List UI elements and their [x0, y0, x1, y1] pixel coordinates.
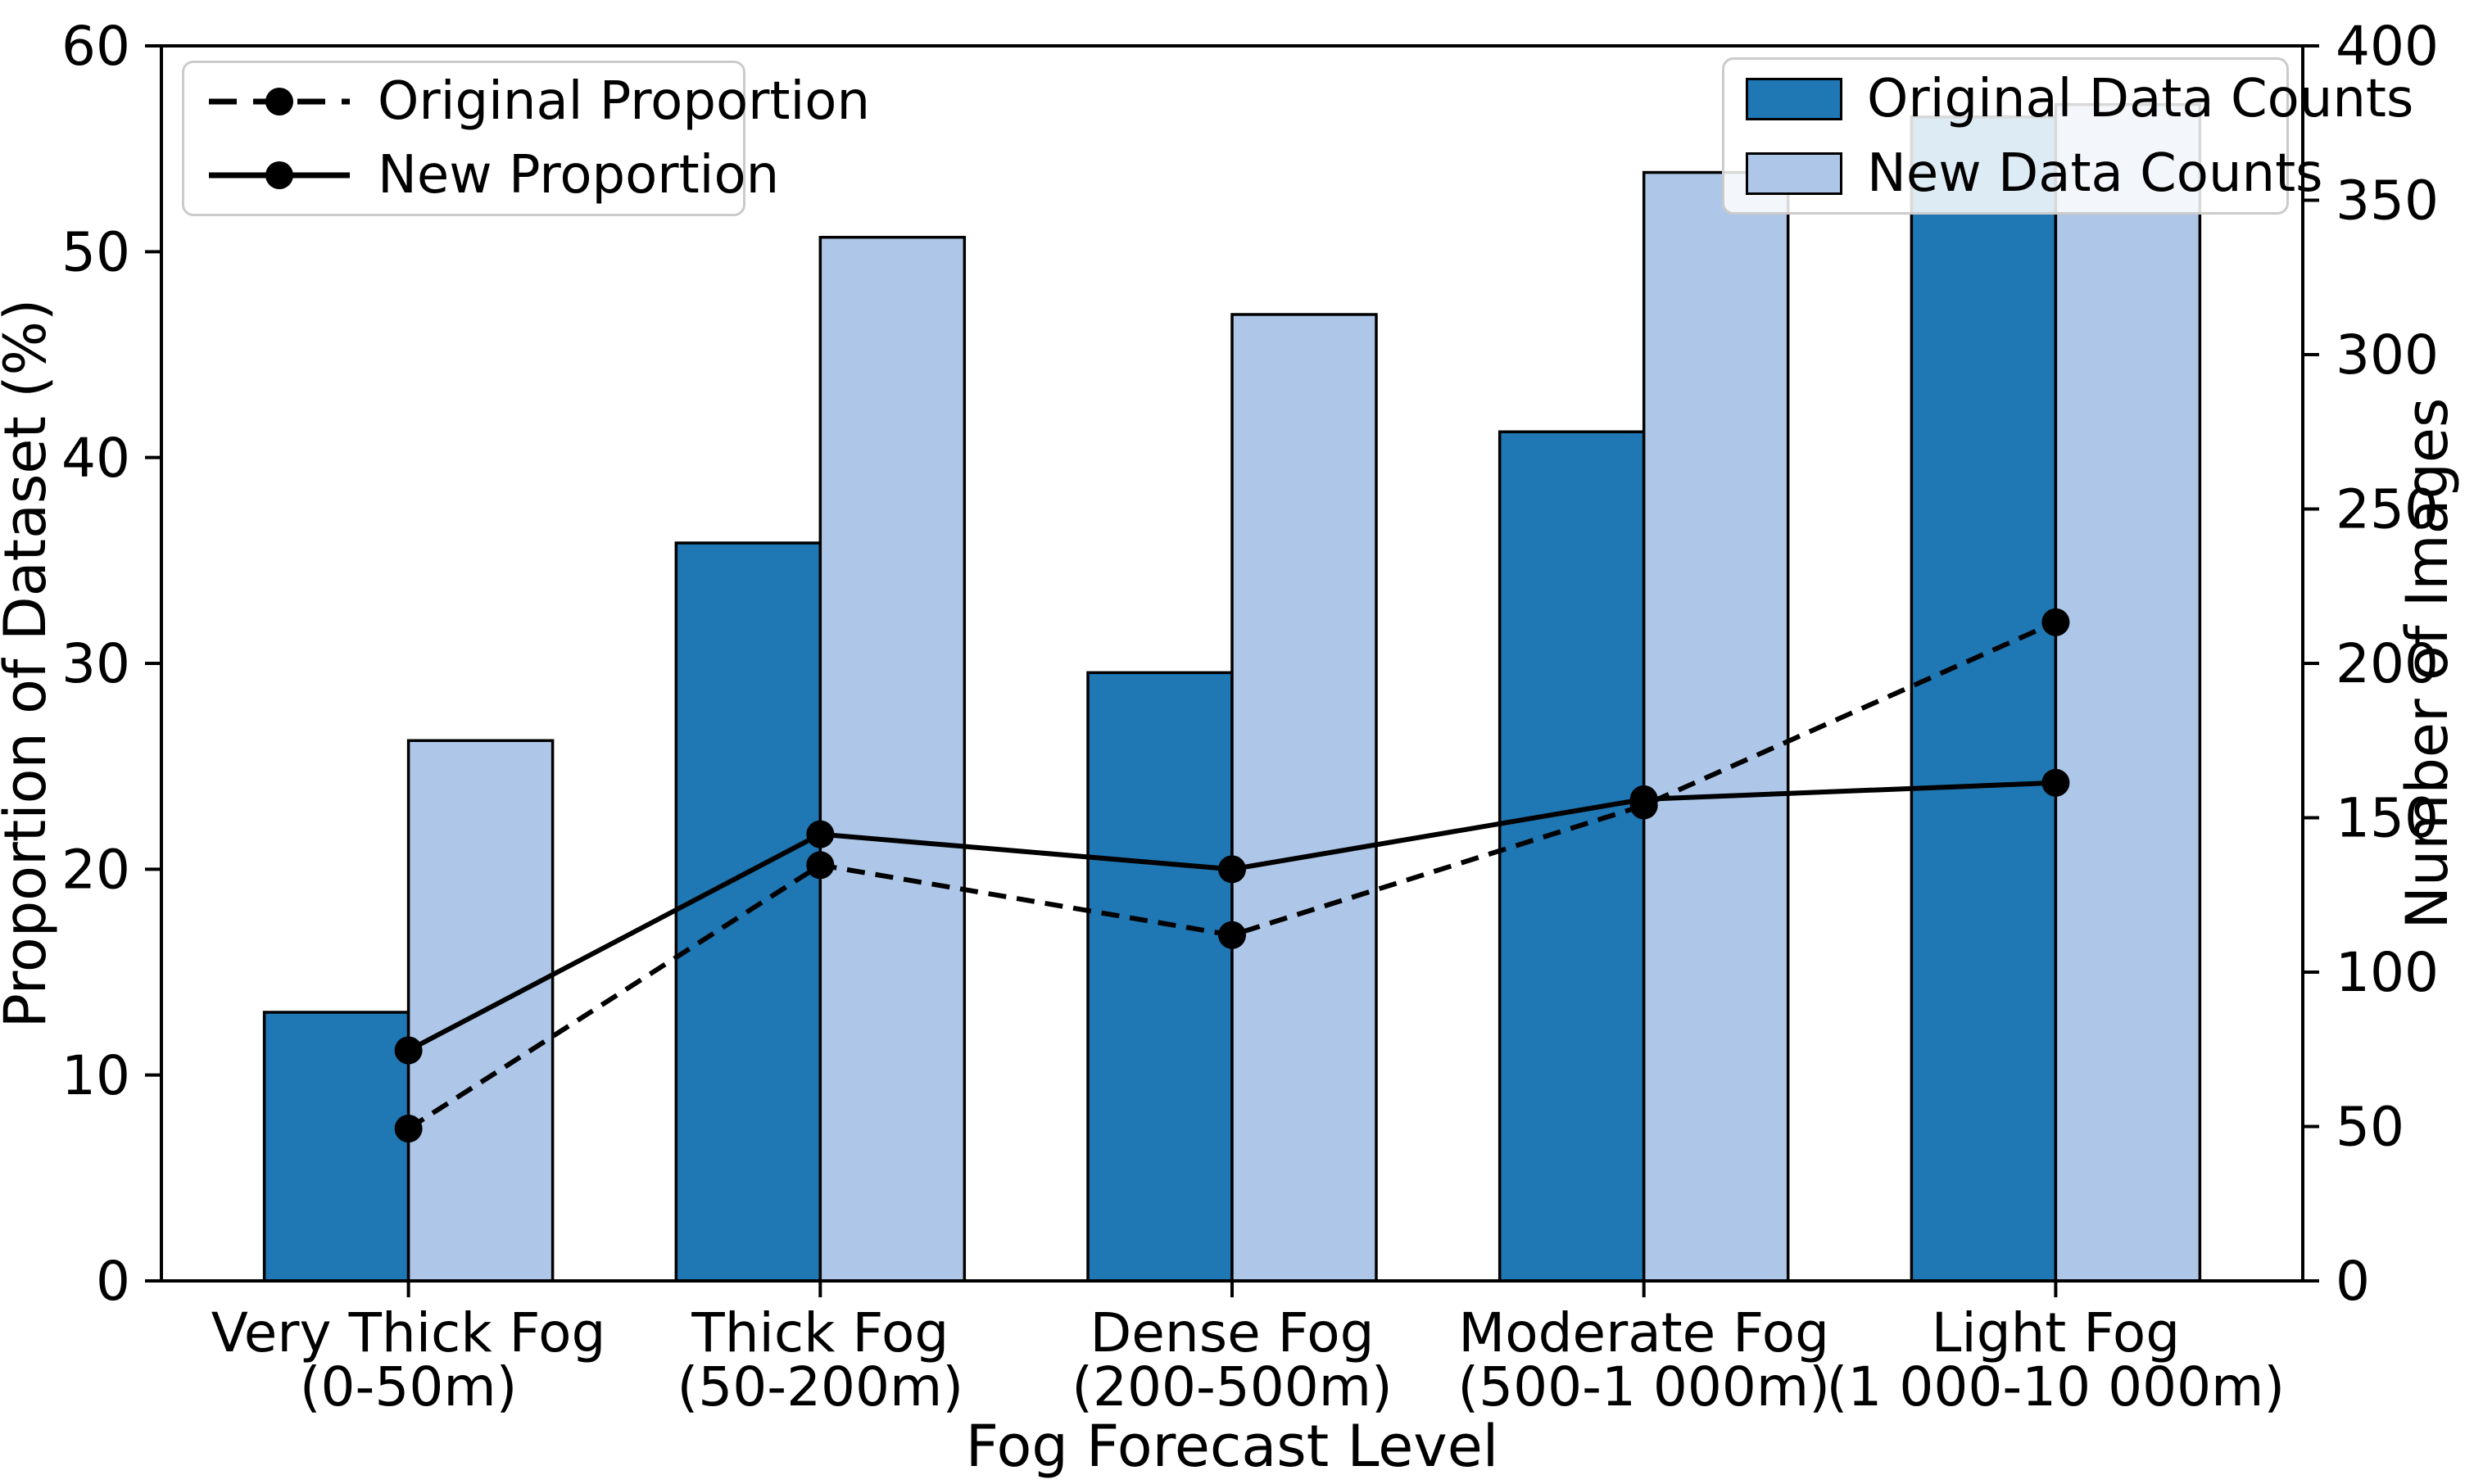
dashed-line-marker-sample [209, 88, 350, 115]
right-tick-label-300: 300 [2336, 323, 2439, 387]
left-tick-label-60: 60 [61, 15, 130, 78]
marker-new-proportion-4 [2041, 768, 2070, 797]
x-tick-label-3: Moderate Fog (500-1 000m) [1457, 1301, 1830, 1418]
right-tick-label-400: 400 [2336, 15, 2439, 78]
legend-counts: Original Data Counts New Data Counts [1722, 57, 2413, 215]
bar-new-data-counts-1 [818, 235, 967, 1283]
bar-original-data-counts-2 [1086, 671, 1234, 1283]
bar-new-data-counts-3 [1642, 170, 1790, 1283]
left-tick-label-50: 50 [61, 220, 130, 283]
marker-original-proportion-2 [1218, 921, 1246, 949]
legend-proportions: Original Proportion New Proportion [182, 61, 870, 216]
marker-new-proportion-3 [1629, 785, 1658, 813]
y-axis-title-left: Proportion of Dataset (%) [0, 299, 59, 1029]
original-counts-swatch [1746, 77, 1842, 120]
legend-item-new-proportion: New Proportion [206, 145, 779, 206]
right-tick-label-100: 100 [2336, 941, 2439, 1004]
x-axis-title: Fog Forecast Level [966, 1413, 1499, 1480]
x-tick-label-1: Thick Fog (50-200m) [677, 1301, 964, 1418]
new-counts-swatch [1746, 152, 1842, 195]
marker-new-proportion-1 [806, 820, 835, 848]
legend-item-original-proportion: Original Proportion [206, 71, 870, 132]
y-axis-title-right: Number of Images [2394, 398, 2461, 930]
right-tick-label-50: 50 [2336, 1096, 2404, 1159]
marker-new-proportion-0 [394, 1036, 423, 1065]
x-tick-label-4: Light Fog (1 000-10 000m) [1827, 1301, 2286, 1418]
x-tick-label-2: Dense Fog (200-500m) [1072, 1301, 1393, 1418]
bar-original-data-counts-3 [1498, 430, 1646, 1283]
legend-item-original-data-counts: Original Data Counts [1746, 68, 2413, 129]
marker-original-proportion-1 [806, 851, 835, 880]
left-tick-label-10: 10 [61, 1044, 130, 1107]
legend-label-original-data-counts: Original Data Counts [1867, 68, 2414, 129]
legend-label-original-proportion: Original Proportion [378, 71, 870, 132]
solid-line-marker-sample [209, 161, 350, 189]
bar-original-data-counts-4 [1910, 115, 2058, 1283]
x-tick-label-0: Very Thick Fog (0-50m) [211, 1301, 606, 1418]
legend-label-new-proportion: New Proportion [378, 145, 780, 206]
marker-original-proportion-0 [394, 1115, 423, 1143]
right-tick-label-350: 350 [2336, 170, 2439, 233]
bar-new-data-counts-2 [1230, 313, 1378, 1283]
marker-original-proportion-4 [2041, 608, 2070, 636]
marker-new-proportion-2 [1218, 855, 1246, 884]
legend-item-new-data-counts: New Data Counts [1746, 143, 2323, 204]
left-tick-label-40: 40 [61, 427, 130, 490]
right-tick-label-150: 150 [2336, 787, 2439, 850]
bar-new-data-counts-4 [2054, 102, 2202, 1283]
left-tick-label-30: 30 [61, 632, 130, 695]
right-tick-label-200: 200 [2336, 632, 2439, 695]
right-tick-label-250: 250 [2336, 478, 2439, 541]
right-tick-label-0: 0 [2336, 1250, 2370, 1313]
left-tick-label-0: 0 [96, 1250, 130, 1313]
left-tick-label-20: 20 [61, 838, 130, 901]
bar-original-data-counts-0 [262, 1011, 410, 1283]
legend-label-new-data-counts: New Data Counts [1867, 143, 2323, 204]
